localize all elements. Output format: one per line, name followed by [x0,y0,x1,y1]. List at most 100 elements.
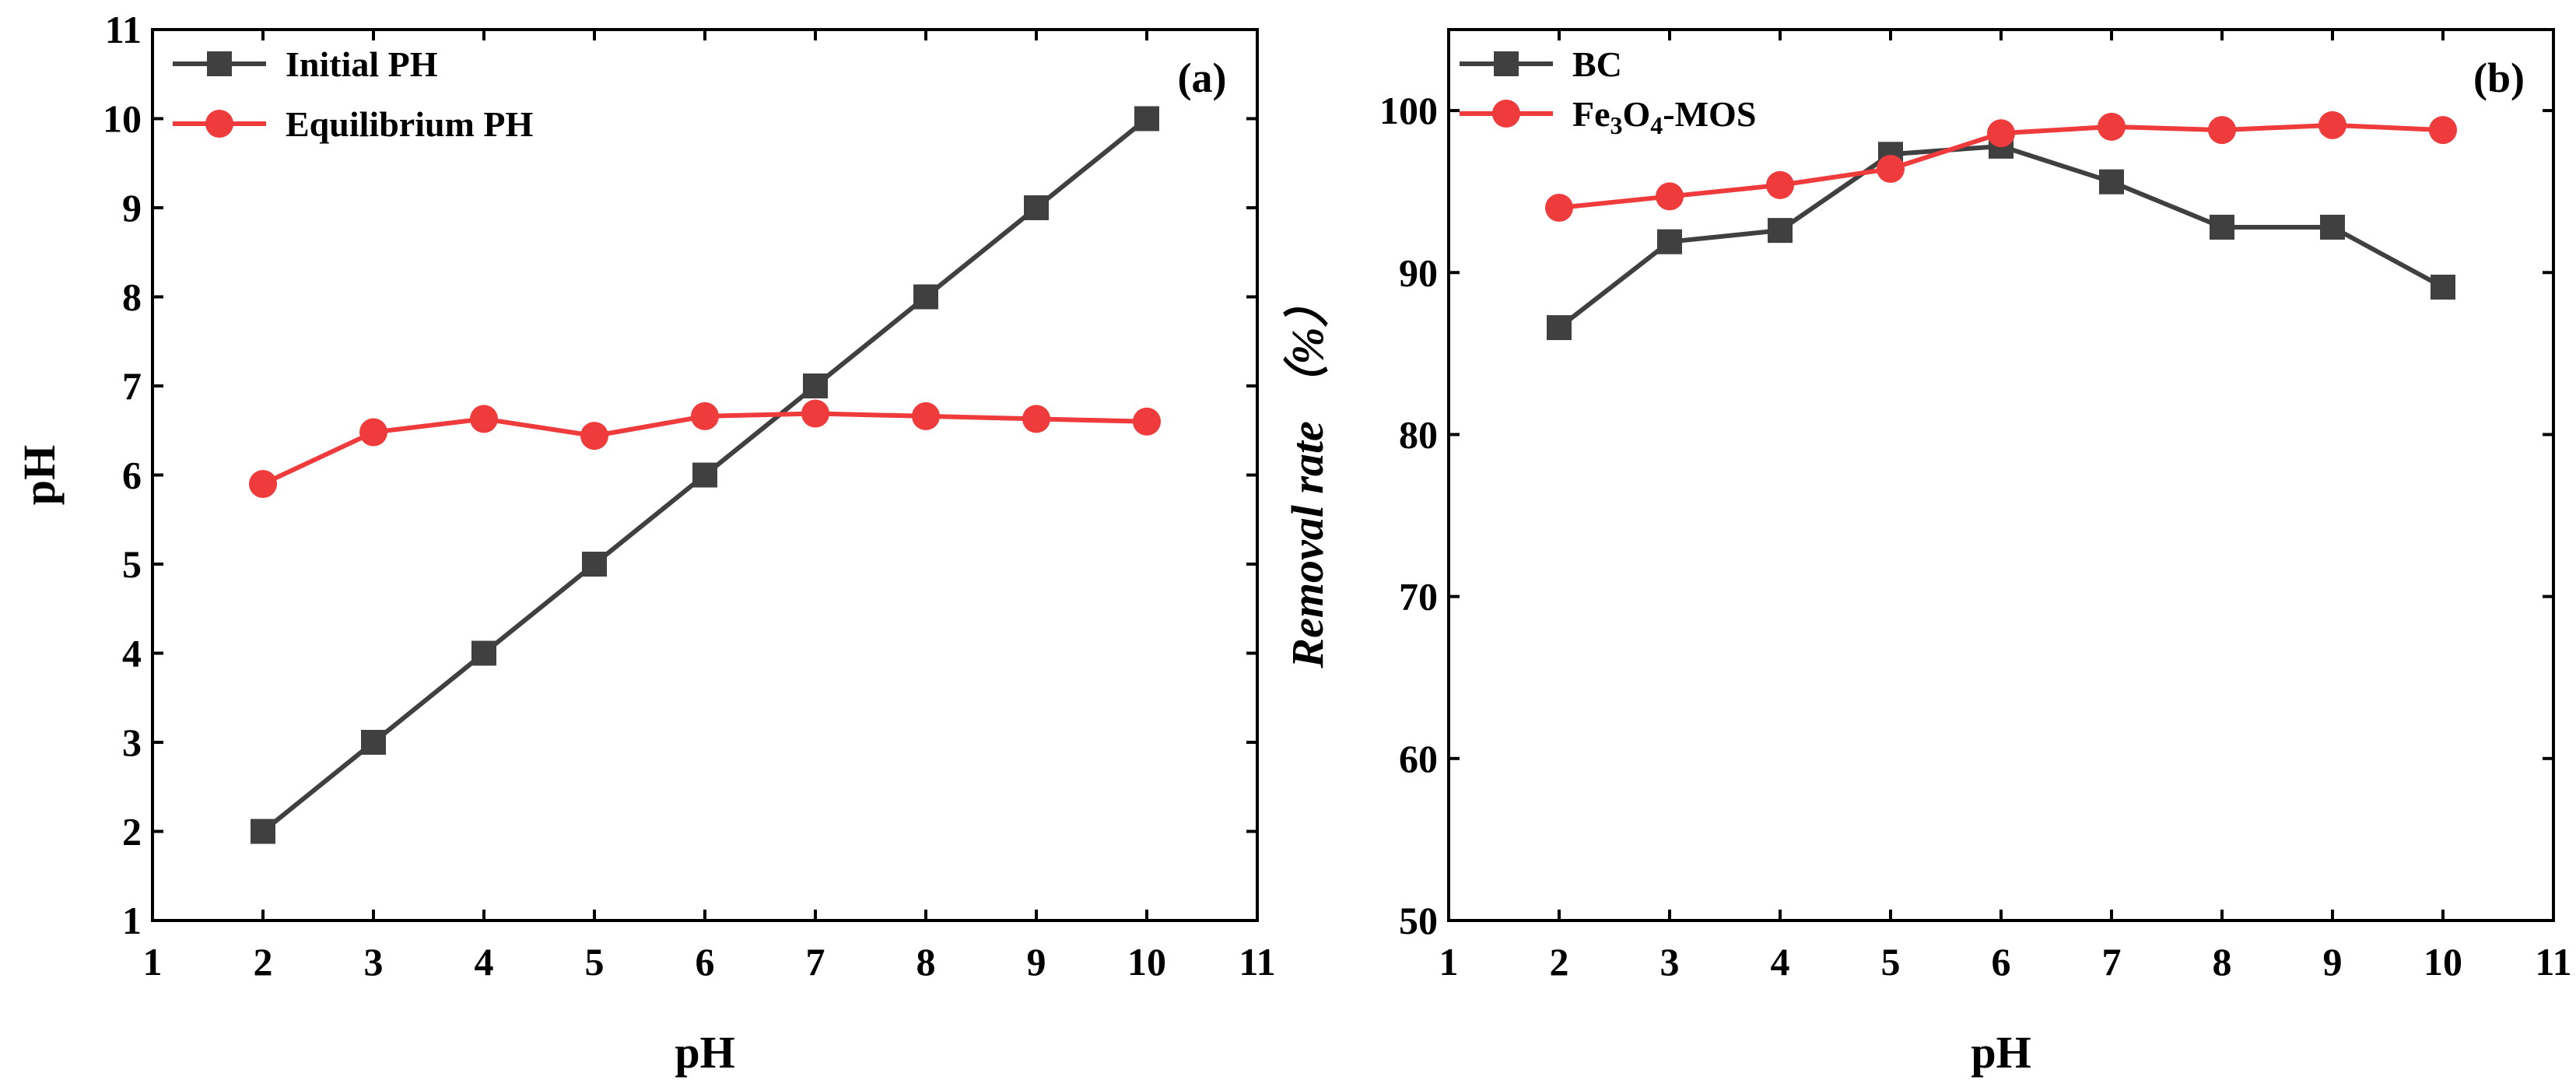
x-axis-title: pH [675,1027,734,1078]
y-tick-label: 90 [1399,251,1438,294]
x-tick-label: 3 [1660,940,1680,984]
data-point [2210,214,2234,240]
x-axis-title: pH [1971,1027,2031,1078]
x-tick-label: 6 [696,940,715,984]
x-tick-label: 11 [2535,940,2571,984]
y-tick-label: 2 [122,810,142,854]
x-tick-label: 9 [2323,940,2343,984]
legend-marker [1494,51,1519,76]
x-tick-label: 4 [475,940,494,984]
y-axis-title: pH [14,445,65,505]
data-point [1987,119,2015,148]
x-tick-label: 10 [1127,940,1166,984]
series-equilibrium-ph [249,399,1161,498]
x-tick-label: 5 [585,940,605,984]
y-tick-label: 80 [1399,412,1438,456]
legend-label-part: Fe [1572,94,1610,134]
y-tick-label: 7 [122,364,142,408]
y-tick-label: 3 [122,721,142,764]
legend-label-part: O [1623,94,1651,134]
legend-label: BC [1572,44,1622,84]
x-tick-label: 1 [1439,940,1459,984]
data-point [912,401,940,430]
y-tick-label: 8 [122,275,142,319]
data-point [2208,116,2236,145]
data-point [359,418,387,447]
data-point [2099,169,2124,195]
x-tick-label: 2 [254,940,273,984]
y-tick-label: 100 [1379,89,1438,132]
x-tick-label: 10 [2424,940,2462,984]
data-point [1877,155,1905,184]
data-point [2098,112,2126,141]
x-tick-label: 7 [2102,940,2122,984]
x-tick-label: 3 [364,940,384,984]
legend-label-part: 4 [1650,111,1663,139]
data-point [1656,182,1684,211]
data-point [1022,405,1050,433]
y-tick-label: 50 [1399,899,1438,942]
data-point [1657,229,1682,254]
data-point [471,640,496,666]
x-tick-label: 2 [1550,940,1569,984]
y-tick-label: 9 [122,186,142,230]
y-tick-label: 5 [122,542,142,586]
data-point [2431,275,2455,300]
x-tick-label: 6 [1992,940,2011,984]
data-point [249,469,277,498]
y-tick-label: 1 [122,899,142,942]
chart-panel-a: 1 2 3 4 5 6 7 8 9 10 111234567891011pHpH(a)Initial… [14,8,1276,1078]
data-point [1545,194,1573,222]
data-point [1766,170,1794,199]
y-tick-label: 6 [122,454,142,497]
panel-label: (b) [2473,54,2525,101]
data-point [1768,218,1793,244]
data-point [1134,106,1159,131]
data-point [2318,110,2346,139]
x-tick-label: 1 [143,940,163,984]
x-tick-label: 8 [2213,940,2232,984]
series-fe3o4-mos [1545,110,2457,222]
data-point [691,401,719,430]
data-point [913,284,938,310]
y-tick-label: 10 [103,97,142,141]
legend-marker [207,51,232,76]
panel-label: (a) [1178,54,1227,101]
x-tick-label: 11 [1239,940,1275,984]
legend-label-part: 3 [1610,111,1623,139]
data-point [361,730,386,755]
data-point [2429,116,2457,145]
data-point [1133,407,1161,436]
legend-label: Fe3O4-MOSFe3O4-MOS [1572,94,1756,139]
series-initial-ph [251,106,1159,844]
y-tick-label: 70 [1399,575,1438,619]
data-point [582,552,607,577]
data-point [801,399,829,428]
legend-marker [205,110,233,138]
legend-label: Equilibrium PH [286,104,533,144]
data-point [692,462,717,488]
data-point [251,819,275,844]
data-point [1024,195,1049,220]
x-tick-label: 8 [916,940,936,984]
data-point [580,422,608,451]
legend-marker [1492,100,1520,128]
legend-label: Initial PH [286,44,438,84]
data-point [2320,214,2345,240]
data-point [470,405,498,433]
y-tick-label: 4 [122,632,142,675]
data-point [1547,315,1572,341]
x-tick-label: 7 [806,940,825,984]
x-tick-label: 9 [1027,940,1046,984]
y-tick-label: 60 [1399,737,1438,780]
legend-label-part: -MOS [1663,94,1756,134]
x-tick-label: 4 [1771,940,1790,984]
x-tick-label: 5 [1881,940,1901,984]
y-tick-label: 11 [105,8,142,51]
y-axis-title: Removal rate （%） [1282,282,1333,668]
legend: Initial PH Equilibrium PH [173,44,533,144]
